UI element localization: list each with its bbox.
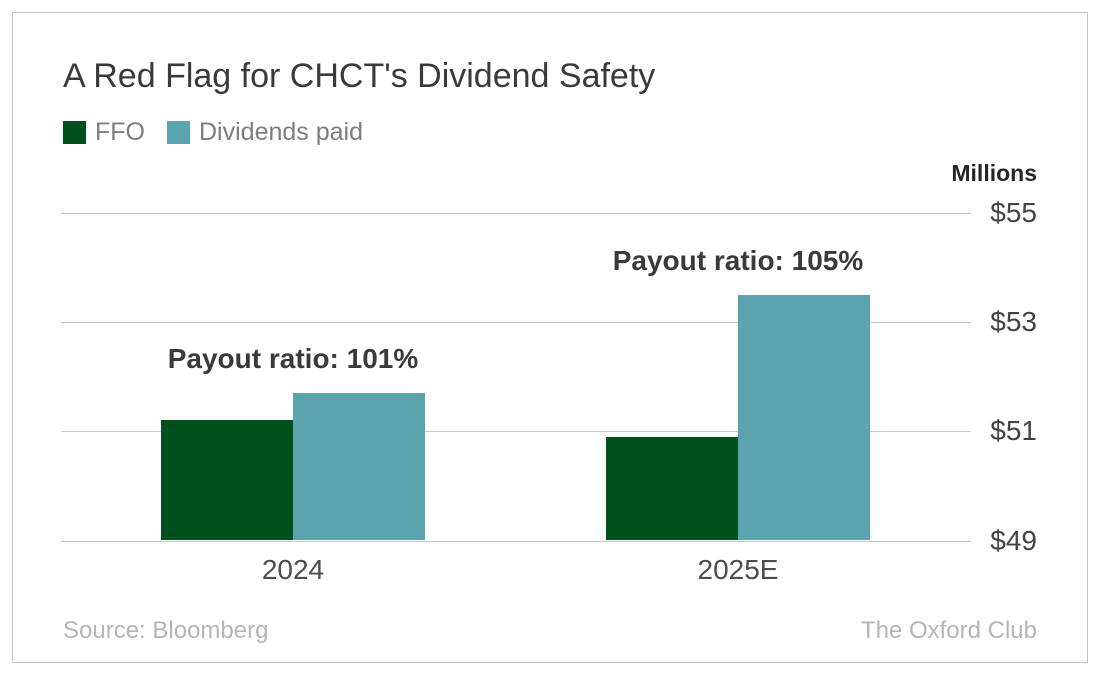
gridline-55 (61, 212, 971, 214)
x-category-label-2024: 2024 (261, 554, 325, 585)
dividends-swatch-icon (167, 121, 190, 144)
chart-card: A Red Flag for CHCT's Dividend Safety FF… (12, 12, 1088, 663)
bar-ffo-2025E (606, 436, 738, 541)
y-tick-label-53: $53 (990, 305, 1037, 337)
payout-ratio-annotation-2025E: Payout ratio: 105% (612, 244, 864, 276)
chart-title: A Red Flag for CHCT's Dividend Safety (63, 57, 656, 95)
brand-credit: The Oxford Club (860, 617, 1037, 644)
legend-label-dividends: Dividends paid (199, 118, 363, 146)
ffo-swatch-icon (63, 121, 86, 144)
source-credit: Source: Bloomberg (63, 617, 269, 644)
gridline-51 (61, 431, 971, 433)
gridline-53 (61, 321, 971, 323)
bar-dividends-paid-2025E (738, 294, 870, 541)
y-tick-label-49: $49 (990, 524, 1037, 556)
legend-item-ffo: FFO (63, 118, 145, 147)
legend: FFO Dividends paid (63, 118, 363, 147)
x-category-label-2025E: 2025E (697, 554, 779, 585)
legend-item-dividends: Dividends paid (167, 118, 363, 147)
bar-ffo-2024 (161, 420, 293, 541)
gridline-49 (61, 540, 971, 542)
legend-label-ffo: FFO (95, 118, 145, 146)
bar-dividends-paid-2024 (293, 392, 425, 541)
y-tick-label-55: $55 (990, 196, 1037, 228)
axis-unit-label: Millions (951, 160, 1037, 186)
payout-ratio-annotation-2024: Payout ratio: 101% (167, 342, 419, 374)
y-tick-label-51: $51 (990, 415, 1037, 447)
